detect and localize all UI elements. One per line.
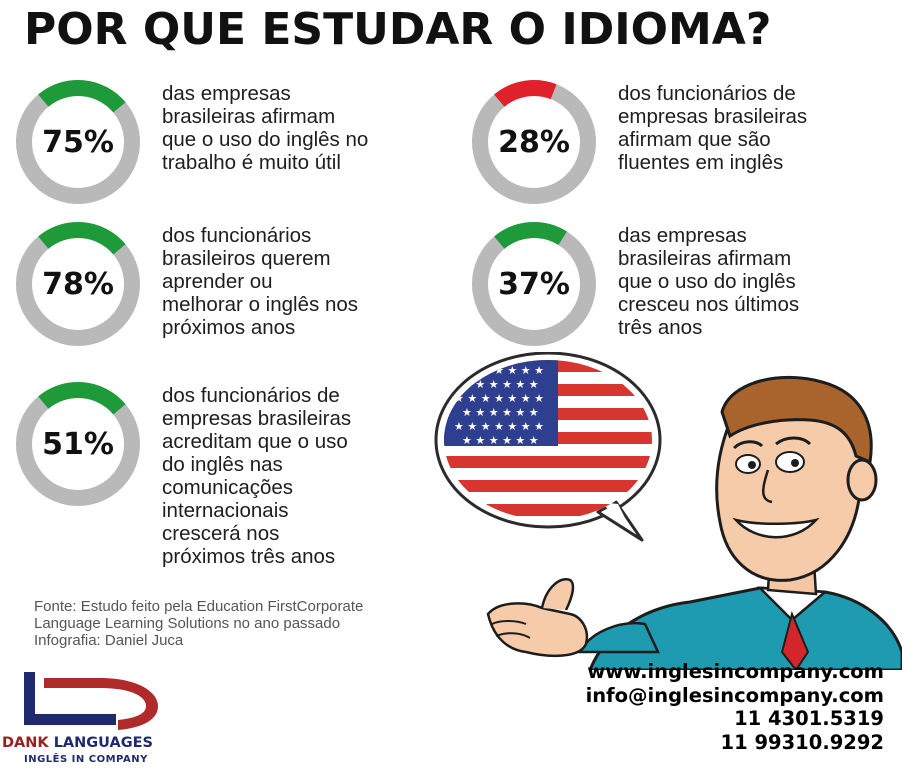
gauge-arc	[16, 80, 140, 204]
svg-text:★ ★ ★ ★ ★ ★: ★ ★ ★ ★ ★ ★	[462, 378, 539, 391]
stat-description: dos funcionários de empresas brasileiras a…	[162, 384, 442, 568]
phone-number: 11 99310.9292	[720, 730, 884, 754]
description-line: que o uso do inglês no	[162, 128, 369, 151]
svg-text:★ ★ ★ ★ ★ ★ ★: ★ ★ ★ ★ ★ ★ ★	[454, 420, 544, 433]
description-line: internacionais	[162, 499, 289, 522]
percent-value: 37%	[498, 266, 570, 302]
stat-28: 28% dos funcionários de empresas brasileir…	[468, 76, 898, 216]
source-line: Fonte: Estudo feito pela Education First…	[34, 598, 364, 615]
description-line: acreditam que o uso	[162, 430, 348, 453]
percent-value: 51%	[42, 426, 114, 462]
gauge-arc	[16, 381, 140, 506]
donut-gauge-icon	[16, 80, 140, 204]
description-line: das empresas	[162, 82, 291, 105]
percent-value: 28%	[498, 124, 570, 160]
contact-block: www.inglesincompany.com info@inglesincom…	[586, 660, 884, 754]
description-line: afirmam que são	[618, 128, 771, 151]
description-line: três anos	[618, 316, 703, 339]
description-line: fluentes em inglês	[618, 151, 784, 174]
logo-wordmark-part1: DANK	[2, 735, 54, 751]
description-line: comunicações	[162, 476, 294, 499]
description-line: das empresas	[618, 224, 747, 247]
description-line: que o uso do inglês	[618, 270, 796, 293]
logo-wordmark: DANK LANGUAGES	[2, 735, 153, 751]
description-line: dos funcionários de	[162, 384, 340, 407]
description-line: empresas brasileiras	[162, 407, 352, 430]
stat-description: dos funcionários de empresas brasileiras a…	[618, 82, 898, 174]
description-line: próximos anos	[162, 316, 296, 339]
description-line: dos funcionários de	[618, 82, 796, 105]
percent-value: 78%	[42, 266, 114, 302]
donut-gauge-icon	[16, 222, 140, 346]
stat-description: das empresas brasileiras afirmam que o uso…	[162, 82, 442, 174]
description-line: cresceu nos últimos	[618, 293, 800, 316]
dank-languages-logo	[24, 672, 158, 730]
phone-number: 11 4301.5319	[734, 707, 884, 730]
website-link[interactable]: www.inglesincompany.com	[587, 660, 884, 683]
source-line: Language Learning Solutions no ano passa…	[34, 615, 341, 632]
description-line: crescerá nos	[162, 522, 280, 545]
description-line: brasileiras afirmam	[618, 247, 792, 270]
stat-description: dos funcionários brasileiros querem aprend…	[162, 224, 442, 339]
smiling-businessman-icon	[486, 375, 902, 670]
illustration: ★ ★ ★ ★ ★ ★ ★ ★ ★ ★ ★ ★ ★ ★ ★ ★ ★ ★ ★ ★ …	[434, 352, 902, 670]
description-line: melhorar o inglês nos	[162, 293, 358, 316]
source-credit: Fonte: Estudo feito pela Education First…	[34, 598, 474, 649]
percent-value: 75%	[42, 124, 114, 160]
donut-gauge-icon	[472, 80, 596, 204]
svg-text:★ ★ ★ ★ ★ ★: ★ ★ ★ ★ ★ ★	[462, 434, 539, 447]
logo-wordmark-part2: LANGUAGES	[53, 735, 153, 751]
description-line: brasileiros querem	[162, 247, 331, 270]
description-line: aprender ou	[162, 270, 273, 293]
page-title: POR QUE ESTUDAR O IDIOMA?	[24, 4, 772, 55]
logo-tagline: INGLÊS IN COMPANY	[24, 754, 148, 765]
email-link[interactable]: info@inglesincompany.com	[585, 683, 884, 707]
stat-description: das empresas brasileiras afirmam que o uso…	[618, 224, 898, 339]
source-line: Infografia: Daniel Juca	[34, 632, 184, 649]
svg-text:★ ★ ★ ★ ★ ★: ★ ★ ★ ★ ★ ★	[462, 406, 539, 419]
stat-51: 51% dos funcionários de empresas brasileir…	[12, 378, 452, 588]
stat-37: 37% das empresas brasileiras afirmam que o …	[468, 218, 898, 358]
description-line: trabalho é muito útil	[162, 151, 341, 174]
description-line: do inglês nas	[162, 453, 283, 476]
description-line: próximos três anos	[162, 545, 336, 568]
stat-75: 75% das empresas brasileiras afirmam que o …	[12, 76, 452, 216]
description-line: brasileiras afirmam	[162, 105, 336, 128]
donut-gauge-icon	[16, 381, 140, 506]
gauge-arc	[16, 222, 140, 346]
description-line: dos funcionários	[162, 224, 312, 247]
stat-78: 78% dos funcionários brasileiros querem apr…	[12, 218, 452, 358]
description-line: empresas brasileiras	[618, 105, 808, 128]
donut-gauge-icon	[472, 222, 596, 346]
svg-text:★ ★ ★ ★ ★ ★ ★: ★ ★ ★ ★ ★ ★ ★	[454, 392, 544, 405]
